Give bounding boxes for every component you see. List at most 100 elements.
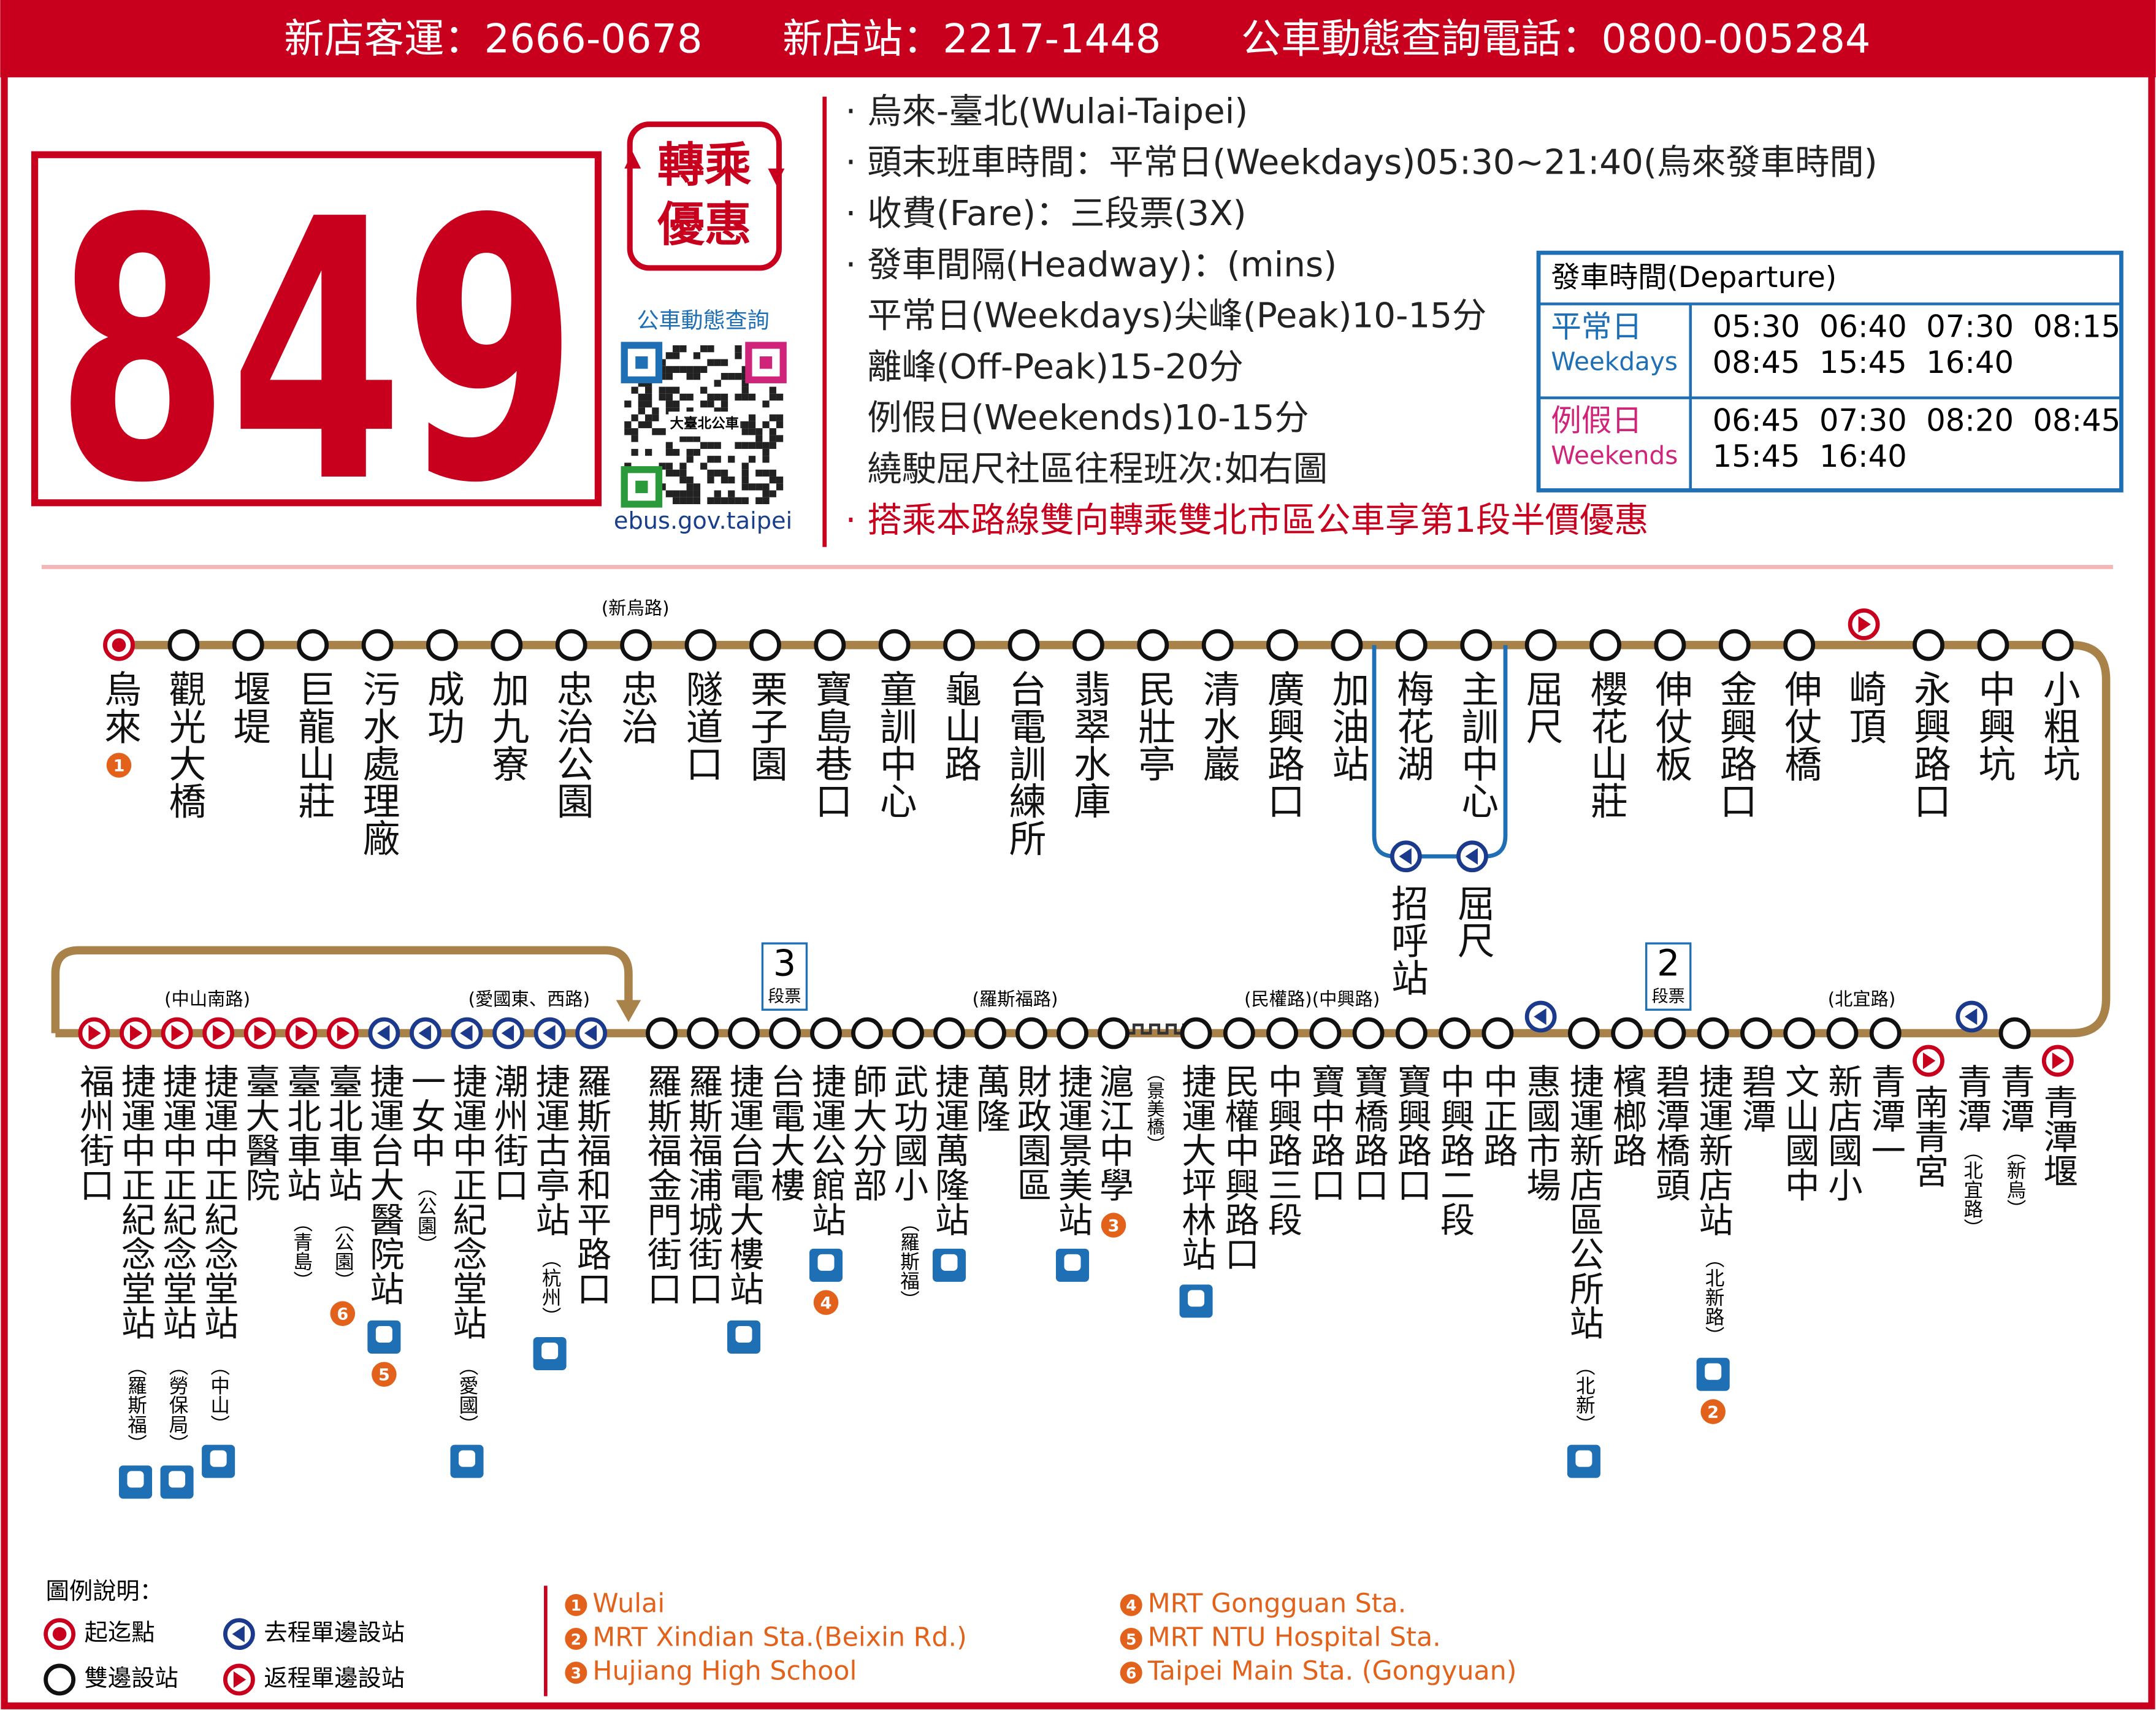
- qr-cell: [755, 483, 763, 491]
- stop-marker: [1180, 1017, 1212, 1049]
- qr-cell: [665, 490, 673, 497]
- stop-name: 惠國市場: [1521, 1064, 1561, 1202]
- qr-cell: [679, 366, 687, 374]
- stop-marker: [1072, 629, 1104, 661]
- qr-cell: [644, 414, 652, 421]
- stop-name: 滬江中學: [1093, 1064, 1133, 1202]
- qr-cell: [686, 373, 694, 380]
- stop-marker: [1869, 1017, 1902, 1049]
- qr-cell: [700, 345, 708, 353]
- qr-cell: [707, 456, 714, 463]
- qr-cell: [686, 497, 694, 504]
- qr-cell: [748, 456, 756, 463]
- stop-name: 成功: [421, 670, 464, 745]
- qr-cell: [714, 469, 721, 477]
- stop-name: 捷運古亭站: [530, 1064, 570, 1236]
- stop-name: 羅斯福浦城街口: [683, 1064, 723, 1305]
- day-type-en: Weekends: [1551, 440, 1678, 470]
- stop-name: 屈尺: [1451, 884, 1494, 959]
- stop-marker: [1611, 1017, 1643, 1049]
- stop-name: 污水處理廠: [356, 670, 399, 856]
- stop-marker: [1998, 1017, 2031, 1049]
- ref-badge: [1101, 1213, 1126, 1238]
- qr-cell: [679, 393, 687, 401]
- qr-cell: [665, 442, 673, 449]
- qr-cell: [776, 435, 784, 442]
- stop-marker: [810, 1017, 842, 1049]
- stop-name: 捷運景美站: [1052, 1064, 1092, 1236]
- qr-cell: [673, 490, 680, 497]
- stop-marker: [1266, 1017, 1298, 1049]
- qr-cell: [693, 448, 701, 456]
- qr-cell: [762, 456, 770, 463]
- qr-cell: [748, 421, 756, 429]
- mrt-train: [458, 1450, 475, 1467]
- separator: [41, 565, 2113, 569]
- stop-marker: [1481, 1017, 1514, 1049]
- qr-cell: [762, 448, 770, 456]
- qr-cell: [700, 401, 708, 408]
- ref-text: MRT Gongguan Sta.: [1148, 1588, 1407, 1619]
- ref-number: 4: [820, 1294, 832, 1313]
- qr-cell: [644, 380, 652, 387]
- stop-name: 寶橋路口: [1348, 1064, 1388, 1202]
- info-line: 繞駛屈尺社區往程班次:如右圖: [846, 450, 1328, 489]
- stop-marker: [1201, 629, 1234, 661]
- road-annotation: (民權路)(中興路): [1244, 989, 1380, 1010]
- stop-marker: [878, 629, 911, 661]
- stop-marker: [1654, 629, 1686, 661]
- qr-cell: [673, 401, 680, 408]
- ref-number: 5: [378, 1366, 390, 1385]
- info-line: · 收費(Fare)：三段票(3X): [846, 194, 1247, 234]
- stop-note: （杭州）: [539, 1249, 562, 1326]
- qr-cell: [721, 393, 728, 401]
- legend-marker: [44, 1663, 76, 1696]
- qr-cell: [728, 373, 735, 380]
- qr-cell: [673, 386, 680, 394]
- stop-name: 中興路二段: [1435, 1064, 1475, 1236]
- legend-marker-arrow: [233, 1671, 247, 1688]
- qr-cell: [707, 442, 714, 449]
- legend-title: 圖例說明：: [46, 1578, 163, 1605]
- qr-cell: [755, 442, 763, 449]
- stop-name: 龜山路: [938, 670, 981, 781]
- road-annotation: (新烏路): [602, 598, 670, 619]
- qr-cell: [652, 414, 659, 421]
- qr-cell: [631, 435, 638, 442]
- stop-name: 招呼站: [1385, 884, 1428, 995]
- stop-marker-arrow: [1465, 848, 1478, 865]
- ref-badge: [1700, 1399, 1726, 1424]
- stop-marker: [426, 629, 458, 661]
- info-line: · 烏來-臺北(Wulai-Taipei): [846, 91, 1248, 131]
- stop-marker: [1098, 1017, 1130, 1049]
- stop-marker: [232, 629, 264, 661]
- stop-name: 加油站: [1325, 670, 1368, 781]
- stop-marker: [1697, 1017, 1729, 1049]
- qr-cell: [748, 442, 756, 449]
- stop-name: 永興路口: [1907, 670, 1950, 819]
- qr-cell: [721, 401, 728, 408]
- stop-marker: [620, 629, 652, 661]
- stop-name: 寶島巷口: [808, 670, 851, 819]
- qr-cell: [728, 497, 735, 504]
- stop-marker: [943, 629, 975, 661]
- fare-label: 段票: [1652, 987, 1685, 1006]
- route-arrow: [616, 1000, 641, 1022]
- qr-cell: [762, 421, 770, 429]
- departure-title: 發車時間(Departure): [1551, 261, 1837, 294]
- stop-name: 中興坑: [1971, 670, 2014, 781]
- mrt-train: [375, 1325, 392, 1343]
- ref-badge: [813, 1290, 839, 1315]
- stop-marker-arrow: [2052, 1052, 2065, 1070]
- qr-cell: [769, 469, 776, 477]
- stop-note: （羅斯福）: [897, 1213, 920, 1309]
- mrt-train: [941, 1254, 958, 1271]
- stop-name: 櫻花山莊: [1584, 670, 1627, 819]
- stop-marker-arrow: [213, 1024, 226, 1042]
- qr-finder-dot: [759, 356, 773, 369]
- stop-marker-arrow: [1534, 1008, 1546, 1025]
- bridge-label: （景美橋）: [1144, 1064, 1165, 1153]
- qr-cell: [748, 414, 756, 421]
- stop-marker: [1524, 629, 1557, 661]
